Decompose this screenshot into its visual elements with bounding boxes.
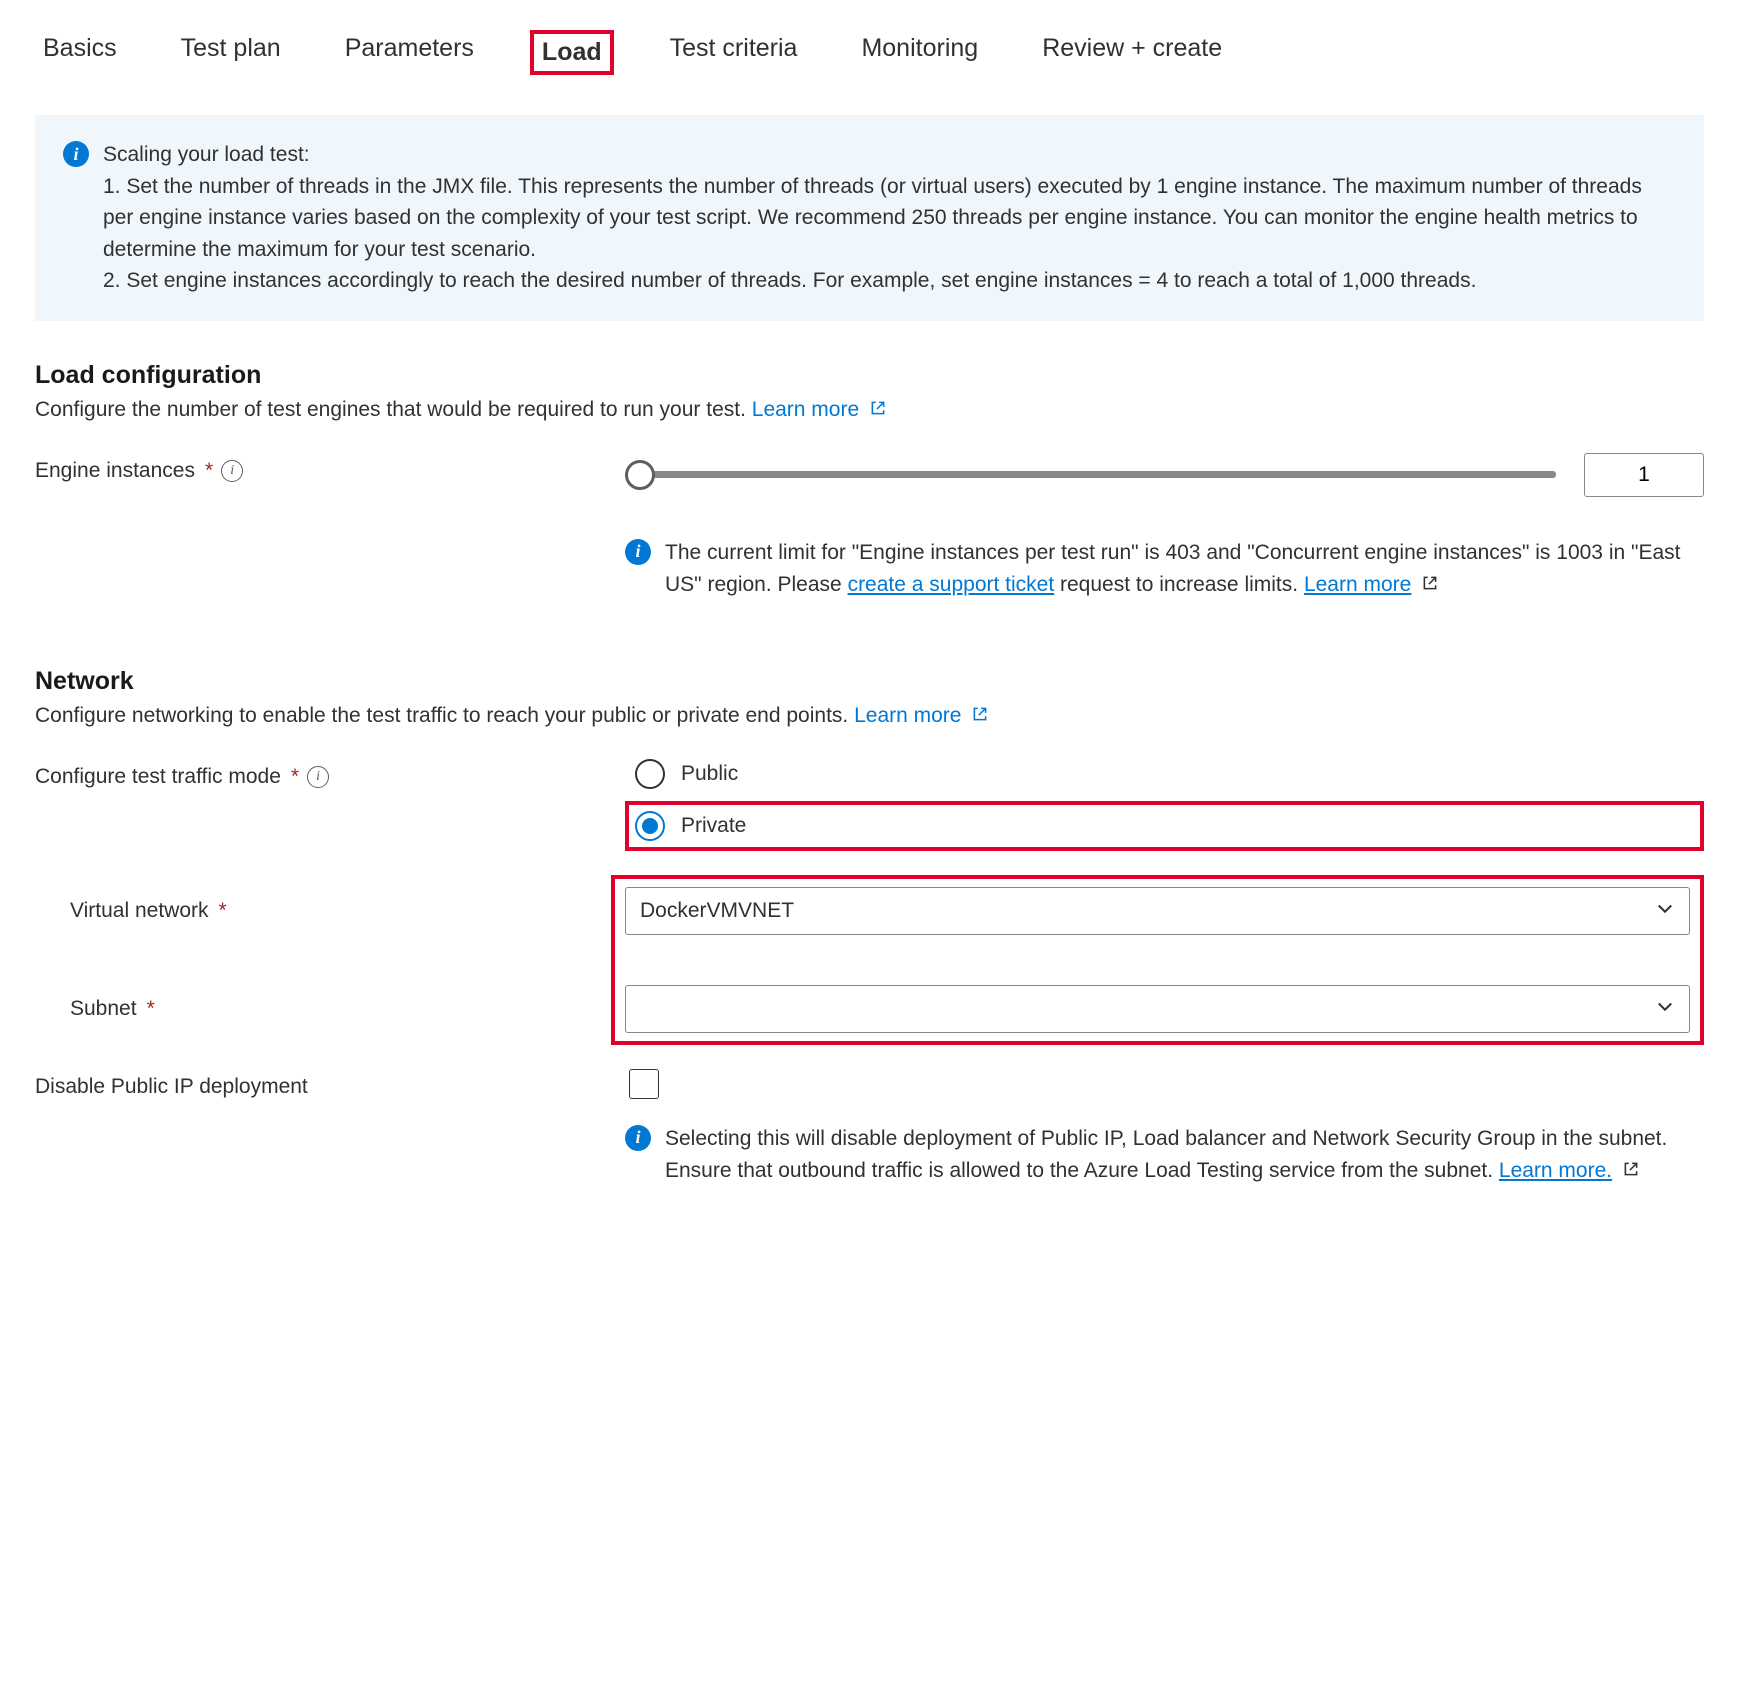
network-heading: Network (35, 667, 1704, 696)
load-config-desc: Configure the number of test engines tha… (35, 398, 1704, 423)
traffic-mode-label-text: Configure test traffic mode (35, 765, 281, 789)
subnet-label: Subnet * (70, 997, 155, 1021)
scaling-info-text: Scaling your load test: 1. Set the numbe… (103, 139, 1676, 297)
disable-ip-learn-more-link[interactable]: Learn more. (1499, 1159, 1612, 1182)
disable-ip-label-text: Disable Public IP deployment (35, 1075, 308, 1099)
required-asterisk: * (291, 765, 299, 789)
info-icon: i (625, 539, 651, 565)
external-link-icon (1622, 1156, 1640, 1189)
disable-ip-checkbox[interactable] (629, 1069, 659, 1099)
radio-public[interactable] (635, 759, 665, 789)
network-desc-text: Configure networking to enable the test … (35, 704, 854, 727)
required-asterisk: * (205, 459, 213, 483)
vnet-value: DockerVMVNET (640, 899, 794, 923)
chevron-down-icon (1655, 996, 1675, 1022)
vnet-dropdown[interactable]: DockerVMVNET (625, 887, 1690, 935)
limit-learn-more-link[interactable]: Learn more (1304, 573, 1411, 596)
learn-more-text: Learn more (854, 704, 961, 727)
info-icon: i (625, 1125, 651, 1151)
engine-instances-slider[interactable] (625, 460, 1556, 490)
engine-limit-note: i The current limit for "Engine instance… (625, 537, 1704, 603)
external-link-icon (1421, 570, 1439, 603)
radio-public-label: Public (681, 762, 738, 786)
slider-thumb[interactable] (625, 460, 655, 490)
tab-monitoring[interactable]: Monitoring (853, 30, 986, 75)
info-icon: i (63, 141, 89, 167)
external-link-icon (869, 399, 887, 423)
required-asterisk: * (219, 899, 227, 923)
vnet-label: Virtual network * (70, 899, 227, 923)
disable-ip-note: i Selecting this will disable deployment… (625, 1123, 1704, 1189)
subnet-label-text: Subnet (70, 997, 137, 1021)
radio-private[interactable] (635, 811, 665, 841)
engine-instances-label-text: Engine instances (35, 459, 195, 483)
external-link-icon (971, 705, 989, 729)
vnet-label-text: Virtual network (70, 899, 209, 923)
scaling-line2: 2. Set engine instances accordingly to r… (103, 269, 1476, 292)
hint-icon[interactable]: i (221, 460, 243, 482)
tab-bar: Basics Test plan Parameters Load Test cr… (35, 30, 1704, 75)
tab-load[interactable]: Load (530, 30, 614, 75)
traffic-mode-label: Configure test traffic mode * i (35, 759, 625, 789)
learn-more-text: Learn more (752, 398, 859, 421)
tab-parameters[interactable]: Parameters (337, 30, 482, 75)
engine-instances-input[interactable] (1584, 453, 1704, 497)
radio-private-label: Private (681, 814, 746, 838)
subnet-dropdown[interactable] (625, 985, 1690, 1033)
engine-instances-label: Engine instances * i (35, 453, 625, 483)
limit-learn-more-text: Learn more (1304, 573, 1411, 596)
load-config-heading: Load configuration (35, 361, 1704, 390)
scaling-line1: 1. Set the number of threads in the JMX … (103, 175, 1642, 261)
load-config-desc-text: Configure the number of test engines tha… (35, 398, 752, 421)
disable-ip-label: Disable Public IP deployment (35, 1069, 625, 1099)
network-desc: Configure networking to enable the test … (35, 704, 1704, 729)
tab-review-create[interactable]: Review + create (1034, 30, 1230, 75)
chevron-down-icon (1655, 898, 1675, 924)
network-learn-more-link[interactable]: Learn more (854, 704, 989, 727)
radio-private-highlight: Private (625, 801, 1704, 851)
tab-test-plan[interactable]: Test plan (173, 30, 289, 75)
traffic-mode-radio-group: Public Private (625, 759, 1704, 851)
limit-text-2: request to increase limits. (1054, 573, 1304, 596)
load-config-learn-more-link[interactable]: Learn more (752, 398, 887, 421)
required-asterisk: * (147, 997, 155, 1021)
support-ticket-link[interactable]: create a support ticket (848, 573, 1055, 596)
scaling-title: Scaling your load test: (103, 143, 310, 166)
vnet-subnet-highlight: Virtual network * DockerVMVNET Subnet * (611, 875, 1704, 1045)
tab-test-criteria[interactable]: Test criteria (662, 30, 806, 75)
hint-icon[interactable]: i (307, 766, 329, 788)
slider-track (625, 471, 1556, 478)
tab-basics[interactable]: Basics (35, 30, 125, 75)
scaling-info-box: i Scaling your load test: 1. Set the num… (35, 115, 1704, 321)
